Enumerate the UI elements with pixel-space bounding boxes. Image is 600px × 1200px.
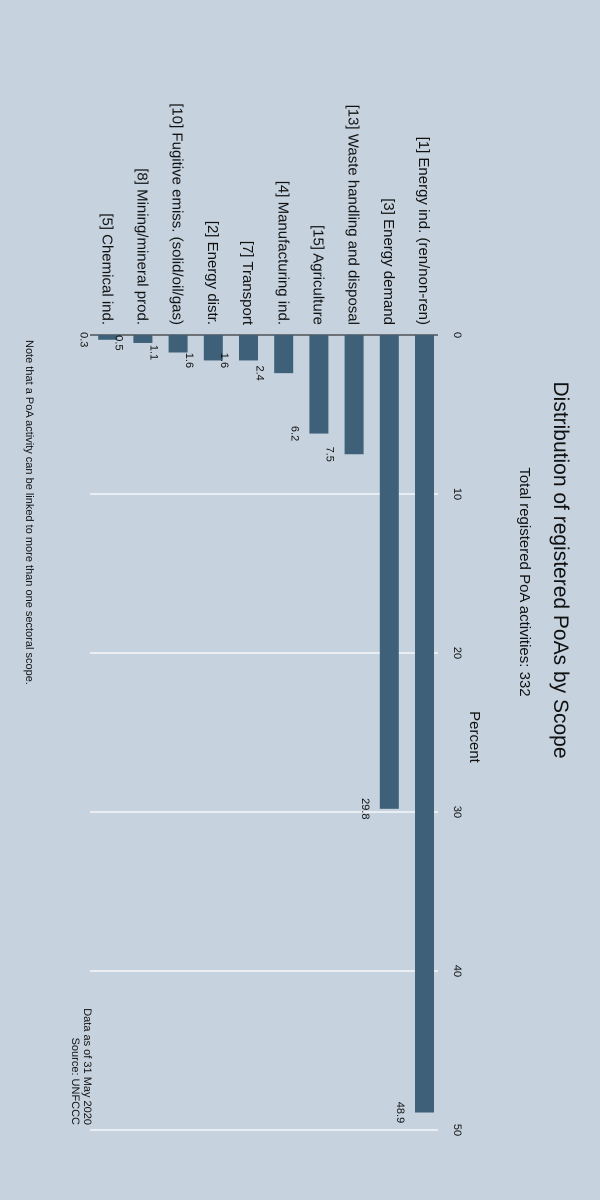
category-label: [10] Fugitive emiss. (solid/oil/gas) bbox=[169, 103, 186, 325]
bar bbox=[379, 335, 399, 809]
value-label: 0.3 bbox=[77, 332, 89, 347]
category-label: [3] Energy demand bbox=[380, 198, 397, 325]
bar bbox=[309, 335, 329, 434]
footnote: Note that a PoA activity can be linked t… bbox=[23, 340, 35, 685]
tick-label: 0 bbox=[451, 332, 463, 338]
category-label: [15] Agriculture bbox=[310, 225, 327, 325]
bar bbox=[203, 335, 223, 361]
value-label: 1.1 bbox=[148, 345, 160, 360]
category-label: [13] Waste handling and disposal bbox=[345, 105, 362, 325]
category-label: [5] Chemical ind. bbox=[98, 213, 115, 325]
value-label: 2.4 bbox=[253, 366, 265, 381]
tick-label: 50 bbox=[451, 1124, 463, 1136]
bar bbox=[168, 335, 188, 353]
tick-label: 40 bbox=[451, 965, 463, 977]
category-label: [8] Mining/mineral prod. bbox=[134, 168, 151, 325]
labels: Distribution of registered PoAs by Scope… bbox=[23, 103, 572, 1136]
value-label: 29.8 bbox=[359, 798, 371, 819]
category-label: [4] Manufacturing ind. bbox=[274, 181, 291, 325]
bar bbox=[344, 335, 364, 455]
data-date: Data as of 31 May 2020 bbox=[81, 1008, 93, 1125]
value-label: 1.6 bbox=[183, 353, 195, 368]
value-label: 0.5 bbox=[112, 335, 124, 350]
tick-label: 20 bbox=[451, 647, 463, 659]
data-source: Source: UNFCCC bbox=[69, 1038, 81, 1125]
chart-subtitle: Total registered PoA activities: 332 bbox=[516, 467, 533, 696]
category-label: [1] Energy ind. (ren/non-ren) bbox=[415, 137, 432, 325]
bars bbox=[98, 335, 434, 1113]
bar bbox=[415, 335, 434, 1113]
category-label: [2] Energy distr. bbox=[204, 221, 221, 325]
value-label: 1.6 bbox=[218, 353, 230, 368]
tick-label: 10 bbox=[451, 488, 463, 500]
bar bbox=[98, 335, 118, 340]
tick-label: 30 bbox=[451, 806, 463, 818]
x-axis-title: Percent bbox=[466, 711, 483, 764]
bar bbox=[274, 335, 294, 374]
bar bbox=[133, 335, 153, 343]
category-label: [7] Transport bbox=[239, 241, 256, 326]
value-label: 6.2 bbox=[288, 426, 300, 441]
bar bbox=[239, 335, 258, 361]
chart-title: Distribution of registered PoAs by Scope bbox=[549, 381, 572, 758]
value-label: 48.9 bbox=[394, 1102, 406, 1123]
value-label: 7.5 bbox=[324, 447, 336, 462]
